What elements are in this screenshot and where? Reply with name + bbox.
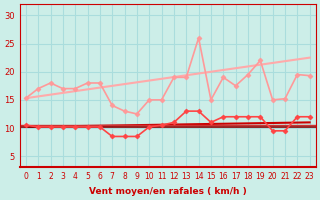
X-axis label: Vent moyen/en rafales ( km/h ): Vent moyen/en rafales ( km/h ) — [89, 187, 247, 196]
